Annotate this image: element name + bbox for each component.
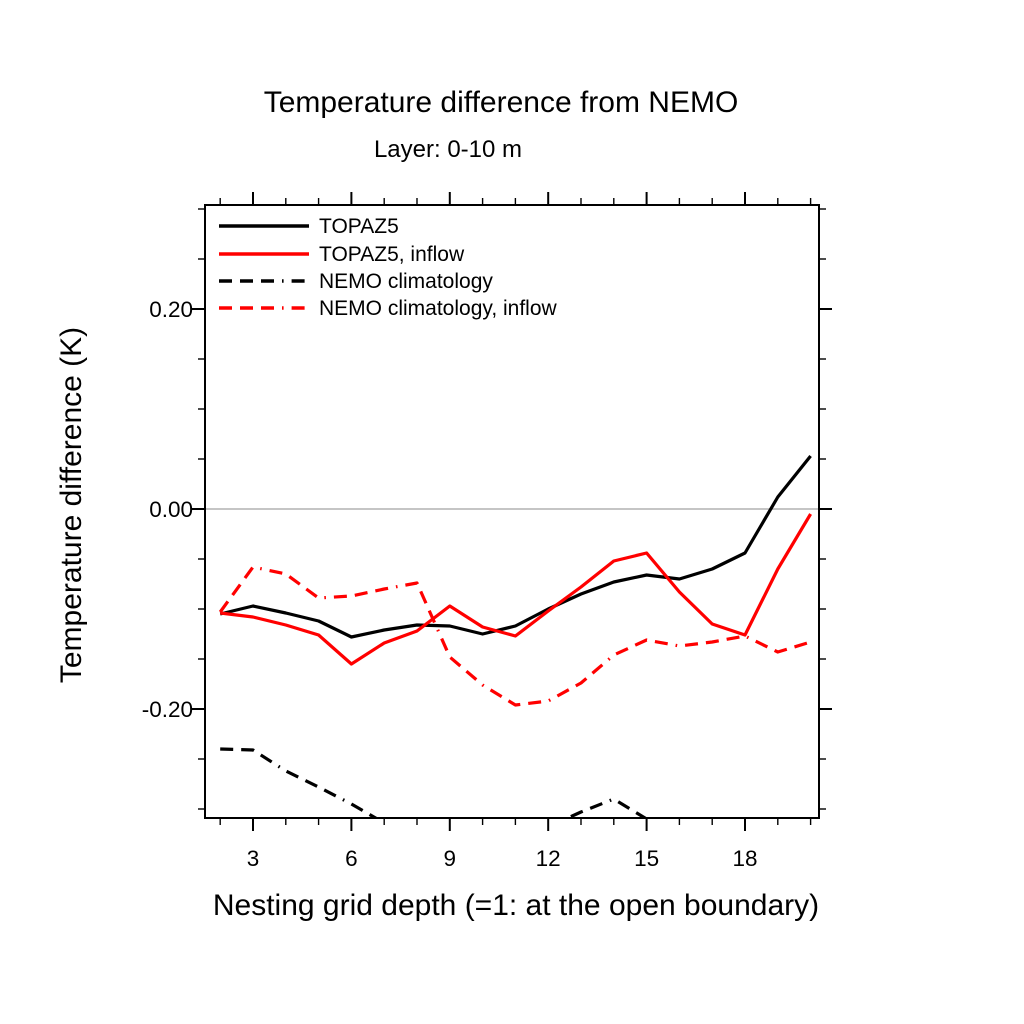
x-tick-label: 12 [536,846,561,871]
legend-label: NEMO climatology, inflow [319,297,558,320]
y-tick-label: 0.00 [149,497,193,522]
x-tick-label: 18 [732,846,757,871]
y-tick-label: -0.20 [142,697,193,722]
legend-group: TOPAZ5 TOPAZ5, inflow NEMO climatology NEMO… [219,215,558,320]
y-tick-label: 0.20 [149,297,193,322]
curve-nemo-climatology-inflow [218,565,812,707]
x-tick-label: 3 [247,846,260,871]
x-axis-title: Nesting grid depth (=1: at the open boun… [212,889,820,922]
legend-label: NEMO climatology [319,270,493,293]
curves-group [218,455,812,818]
plot-frame [204,204,820,819]
plot-frame-group [204,204,820,819]
curve-topaz5-inflow [220,513,812,666]
legend-label: TOPAZ5 [319,215,399,238]
curve-topaz5 [219,455,812,639]
curve-nemo-climatology [220,747,648,818]
tick-labels-group: 3 6 9 12 15 18 0.20 0.00 -0.20 [142,297,758,871]
axis-ticks-group [192,192,832,831]
legend-label: TOPAZ5, inflow [319,243,465,266]
chart-title: Temperature difference from NEMO [263,86,739,119]
chart-subtitle: Layer: 0-10 m [373,136,523,163]
x-tick-label: 9 [444,846,457,871]
x-tick-label: 6 [345,846,358,871]
x-tick-label: 15 [634,846,659,871]
